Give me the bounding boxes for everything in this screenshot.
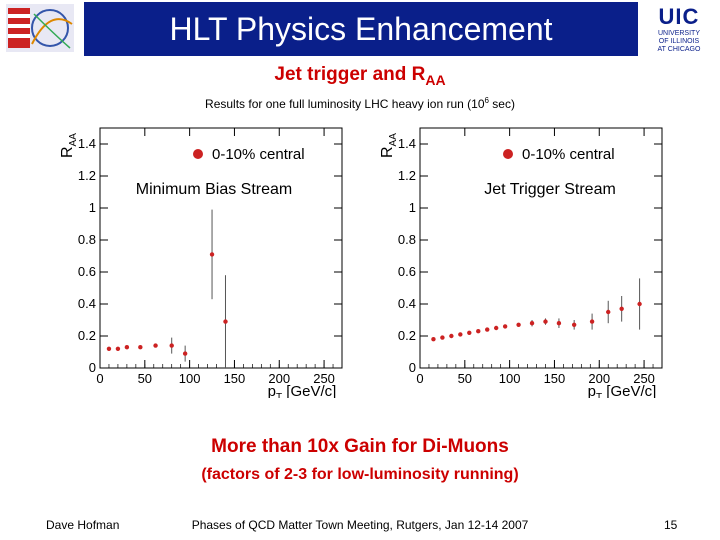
- y-tick-label: 0.8: [78, 232, 96, 247]
- data-point: [543, 319, 548, 324]
- x-tick-label: 150: [224, 371, 246, 386]
- x-axis-label: pT [GeV/c]: [268, 383, 337, 398]
- y-tick-label: 1.2: [78, 168, 96, 183]
- legend-marker: [193, 149, 203, 159]
- y-tick-label: 0.6: [78, 264, 96, 279]
- stream-annotation: Minimum Bias Stream: [136, 181, 292, 198]
- y-tick-label: 1: [89, 200, 96, 215]
- y-tick-label: 0.4: [78, 296, 96, 311]
- y-tick-label: 1: [409, 200, 416, 215]
- x-tick-label: 200: [588, 371, 610, 386]
- stream-annotation: Jet Trigger Stream: [484, 181, 616, 198]
- data-point: [619, 306, 624, 311]
- university-logo: UIC UNIVERSITY OF ILLINOIS AT CHICAGO: [644, 4, 714, 54]
- x-tick-label: 50: [458, 371, 472, 386]
- y-tick-label: 0: [89, 360, 96, 375]
- data-point: [138, 345, 143, 350]
- y-tick-label: 1.4: [78, 136, 96, 151]
- y-tick-label: 0.4: [398, 296, 416, 311]
- y-tick-label: 0.2: [78, 328, 96, 343]
- y-axis-label: RAA: [379, 133, 399, 158]
- legend-marker: [503, 149, 513, 159]
- y-tick-label: 0: [409, 360, 416, 375]
- y-tick-label: 1.4: [398, 136, 416, 151]
- data-point: [485, 327, 490, 332]
- slide-header-bar: HLT Physics Enhancement: [84, 2, 638, 56]
- legend-label: 0-10% central: [522, 146, 615, 163]
- legend-label: 0-10% central: [212, 146, 305, 163]
- experiment-logo-icon: [6, 4, 74, 52]
- results-caption: Results for one full luminosity LHC heav…: [205, 96, 515, 111]
- data-point: [169, 343, 174, 348]
- data-point: [516, 322, 521, 327]
- data-point: [476, 329, 481, 334]
- data-point: [556, 321, 562, 326]
- x-tick-label: 0: [416, 371, 423, 386]
- data-point: [115, 346, 121, 351]
- data-point: [106, 346, 112, 351]
- data-point: [449, 333, 454, 339]
- x-tick-label: 200: [268, 371, 290, 386]
- x-tick-label: 100: [499, 371, 521, 386]
- x-tick-label: 250: [313, 371, 335, 386]
- university-logo-mark: UIC: [658, 4, 700, 29]
- y-tick-label: 0.2: [398, 328, 416, 343]
- x-tick-label: 50: [138, 371, 152, 386]
- experiment-logo: [6, 4, 74, 52]
- data-point: [431, 337, 436, 342]
- data-point: [571, 322, 577, 327]
- x-tick-label: 150: [544, 371, 566, 386]
- data-point: [493, 325, 499, 331]
- y-tick-label: 1.2: [398, 168, 416, 183]
- university-logo-text: UNIVERSITY OF ILLINOIS AT CHICAGO: [657, 30, 701, 53]
- data-point: [529, 321, 535, 326]
- x-tick-label: 0: [96, 371, 103, 386]
- x-tick-label: 250: [633, 371, 655, 386]
- data-point: [637, 301, 642, 307]
- factors-statement: (factors of 2-3 for low-luminosity runni…: [201, 466, 519, 483]
- footer-page-number: 15: [664, 518, 678, 532]
- data-point: [124, 345, 130, 350]
- data-point: [209, 252, 215, 257]
- raa-chart-jet-trigger: 0 0.2 0.4 0.6 0.8 1 1.2 1.4 0 50 100 150 200 250 RAA pT…: [379, 127, 663, 398]
- slide-title: Jet trigger and RAA: [274, 64, 446, 88]
- data-point: [153, 343, 158, 348]
- plot-frame: [99, 127, 343, 369]
- footer-author: Dave Hofman: [46, 518, 120, 532]
- y-tick-label: 0.6: [398, 264, 416, 279]
- data-point: [589, 319, 595, 324]
- x-axis-label: pT [GeV/c]: [588, 383, 657, 398]
- data-point: [440, 335, 445, 340]
- data-point: [458, 332, 463, 337]
- data-point: [182, 351, 188, 356]
- data-point: [223, 319, 228, 324]
- plot-frame: [419, 127, 663, 369]
- data-point: [467, 330, 472, 335]
- header-title: HLT Physics Enhancement: [169, 11, 553, 47]
- gain-statement: More than 10x Gain for Di-Muons: [211, 436, 509, 457]
- footer-meeting: Phases of QCD Matter Town Meeting, Rutge…: [191, 518, 529, 532]
- raa-chart-minimum-bias: 0 0.2 0.4 0.6 0.8 1 1.2 1.4 0 50 100 150 200 250 RAA pT…: [59, 127, 343, 398]
- data-point: [606, 309, 611, 315]
- x-tick-label: 100: [179, 371, 201, 386]
- y-axis-label: RAA: [59, 133, 79, 158]
- data-point: [502, 324, 508, 329]
- y-tick-label: 0.8: [398, 232, 416, 247]
